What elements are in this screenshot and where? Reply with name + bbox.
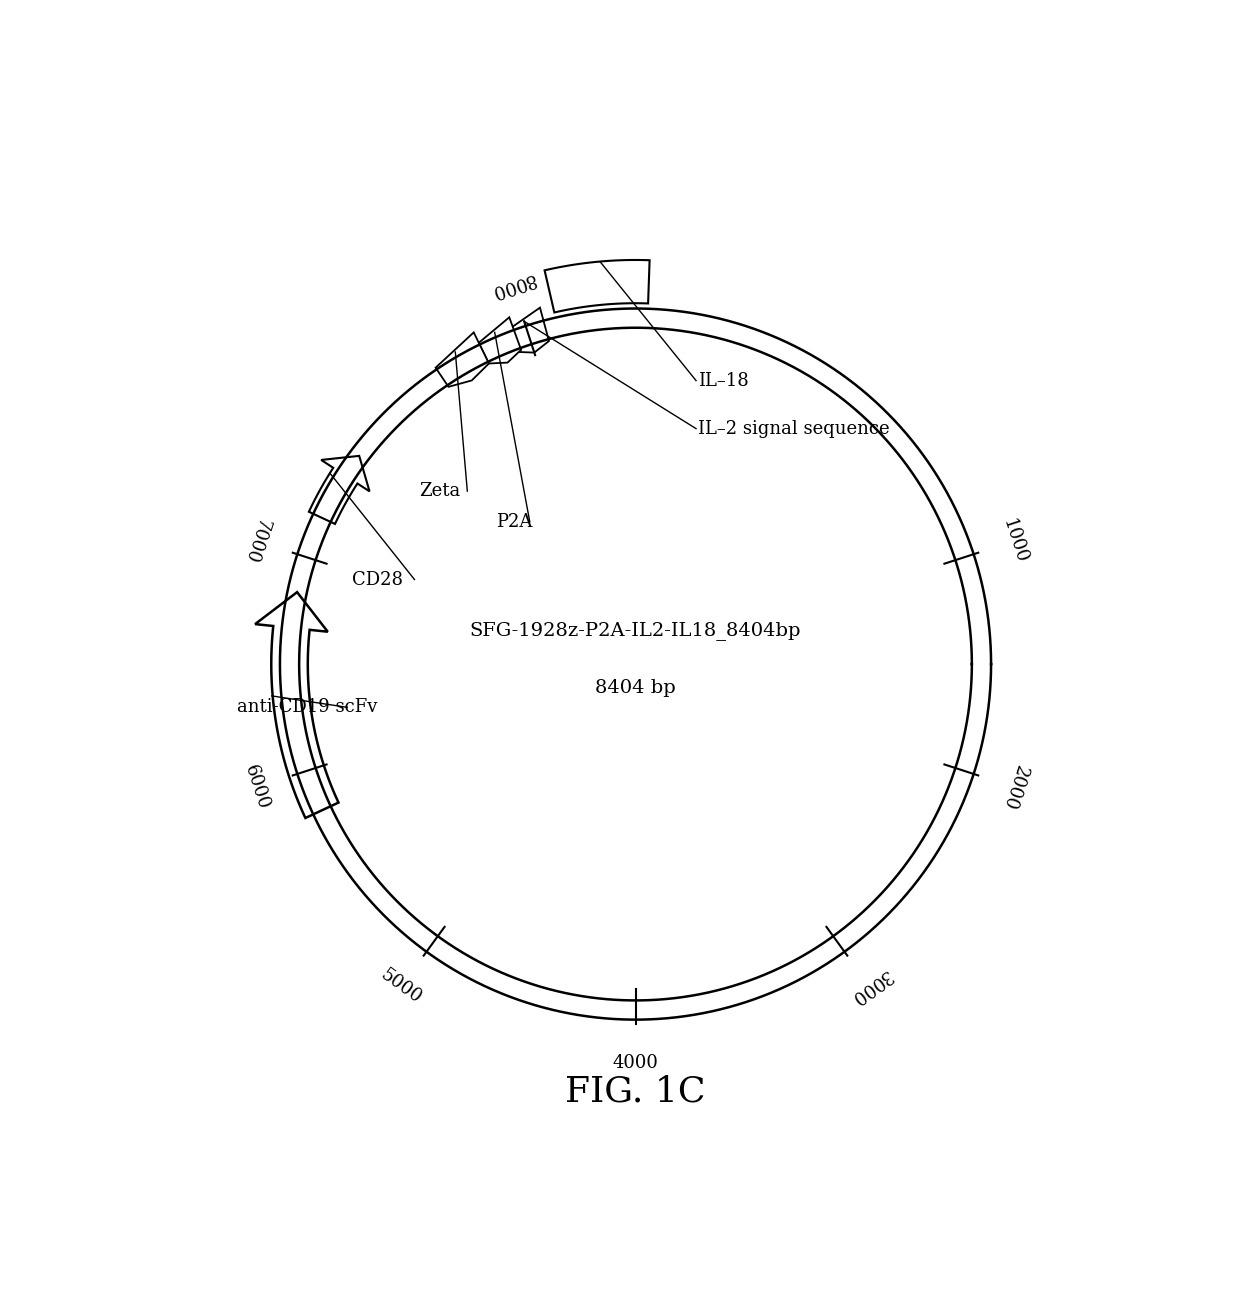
- Polygon shape: [544, 260, 650, 313]
- Text: CD28: CD28: [352, 571, 403, 589]
- Text: IL–2 signal sequence: IL–2 signal sequence: [698, 419, 889, 438]
- Text: 8000: 8000: [487, 270, 537, 300]
- Text: 6000: 6000: [241, 763, 272, 811]
- Text: 7000: 7000: [241, 517, 272, 565]
- Text: 3000: 3000: [846, 967, 894, 1007]
- Polygon shape: [255, 592, 339, 818]
- Text: anti‐CD19 scFv: anti‐CD19 scFv: [237, 698, 377, 717]
- Text: 4000: 4000: [613, 1053, 658, 1072]
- Text: IL–18: IL–18: [698, 372, 749, 389]
- Text: 5000: 5000: [377, 967, 425, 1007]
- Text: P2A: P2A: [496, 513, 532, 531]
- Text: 8404 bp: 8404 bp: [595, 679, 676, 697]
- Text: 1000: 1000: [999, 517, 1030, 565]
- Text: 2000: 2000: [999, 763, 1030, 811]
- Text: SFG-1928z-P2A-IL2-IL18_8404bp: SFG-1928z-P2A-IL2-IL18_8404bp: [470, 621, 801, 640]
- Text: FIG. 1C: FIG. 1C: [565, 1074, 706, 1109]
- Polygon shape: [309, 456, 370, 523]
- Polygon shape: [507, 308, 549, 352]
- Text: Zeta: Zeta: [419, 483, 460, 500]
- Polygon shape: [479, 317, 521, 363]
- Polygon shape: [435, 333, 489, 387]
